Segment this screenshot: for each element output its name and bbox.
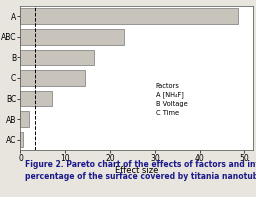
Bar — [20, 50, 94, 65]
Bar — [20, 91, 52, 106]
Bar — [20, 29, 124, 45]
Bar — [20, 112, 29, 127]
X-axis label: Effect size: Effect size — [115, 166, 159, 175]
Text: Factors
A [NH₄F]
B Voltage
C Time: Factors A [NH₄F] B Voltage C Time — [156, 83, 187, 116]
Text: Figure 2. Pareto chart of the effects of factors and interactions on the
percent: Figure 2. Pareto chart of the effects of… — [25, 160, 256, 181]
Bar — [20, 8, 238, 24]
Bar — [20, 132, 23, 147]
Bar — [20, 70, 86, 86]
